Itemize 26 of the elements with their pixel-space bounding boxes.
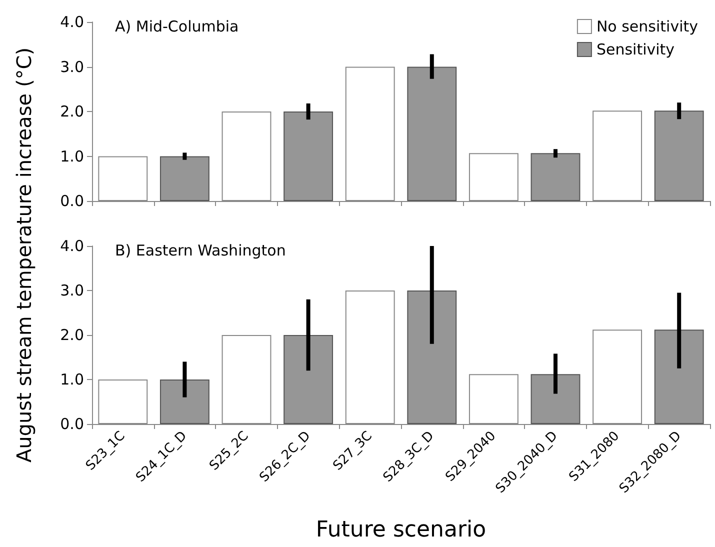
x-axis-title: Future scenario [316,518,486,542]
y-tick-label: 2.0 [60,326,84,344]
bar [160,380,210,424]
y-tick-label: 4.0 [60,13,84,31]
bar [654,110,704,201]
bar [407,66,457,201]
y-tick-label: 3.0 [60,282,84,300]
y-tick-label: 3.0 [60,58,84,76]
bar [284,112,334,201]
y-tick-label: 0.0 [60,415,84,433]
bar [654,330,704,424]
y-tick-label: 1.0 [60,370,84,388]
y-axis-title: August stream temperature increase (°C) [12,47,36,463]
y-tick-label: 4.0 [60,237,84,255]
bar [530,153,580,201]
y-tick-label: 1.0 [60,147,84,166]
bar [407,290,457,424]
y-tick-label: 0.0 [60,192,84,210]
bar [530,374,580,424]
chart-title: A) Mid-Columbia [115,18,239,36]
bar [160,156,210,201]
legend-label: No sensitivity [596,18,698,36]
chart-title: B) Eastern Washington [115,242,286,260]
y-tick-label: 2.0 [60,102,84,120]
bar [284,335,334,424]
legend-label: Sensitivity [596,40,675,58]
